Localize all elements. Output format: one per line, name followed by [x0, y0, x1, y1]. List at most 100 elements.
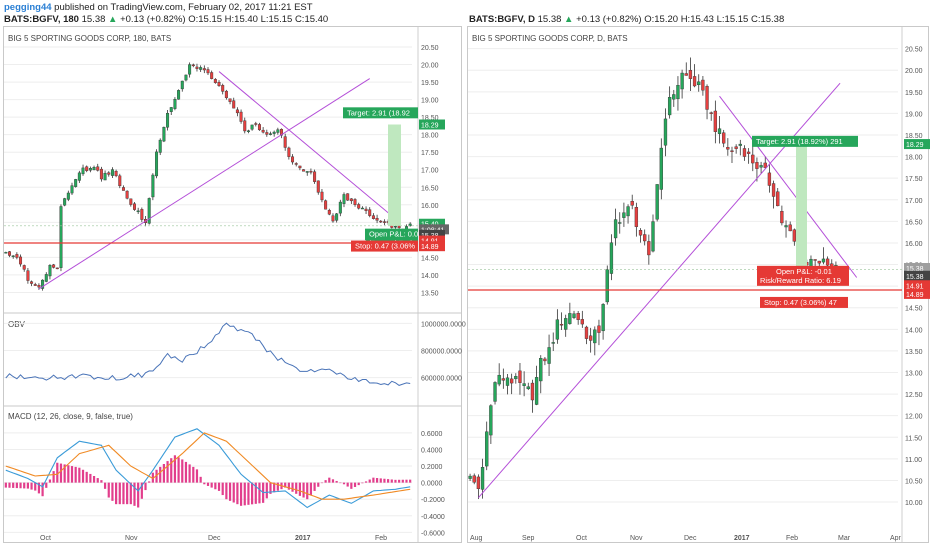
right-candle-19 — [547, 347, 551, 364]
right-candle-67 — [746, 151, 751, 154]
macd-hist-bar-32 — [122, 482, 125, 505]
right-candle-45 — [655, 184, 659, 220]
right-open: O:15.20 — [644, 14, 679, 25]
macd-hist-bar-47 — [177, 457, 180, 483]
left-candle-7 — [30, 281, 34, 284]
left-candle-12 — [48, 265, 52, 277]
author-name[interactable]: pegging44 — [4, 2, 52, 13]
macd-hist-bar-0 — [4, 482, 7, 488]
right-candle-1 — [472, 475, 476, 483]
macd-hist-bar-37 — [140, 482, 143, 499]
left-open: O:15.15 — [188, 14, 223, 25]
left-candle-70 — [261, 129, 265, 133]
macd-hist-bar-106 — [394, 479, 397, 483]
right-price-ytick-14: 13.50 — [905, 349, 923, 356]
right-candle-68 — [751, 154, 755, 164]
right-price-ytick-16: 12.50 — [905, 392, 923, 399]
macd-hist-bar-108 — [401, 479, 404, 483]
left-candle-9 — [37, 285, 41, 288]
macd-signal-line — [5, 432, 411, 500]
left-candle-62 — [232, 100, 236, 109]
right-candle-66 — [742, 148, 747, 157]
right-candle-9 — [505, 377, 510, 386]
right-price-ytick-2: 19.50 — [905, 90, 923, 97]
left-candle-72 — [269, 133, 272, 135]
right-price-ytick-8: 16.50 — [905, 219, 923, 226]
right-candle-42 — [643, 234, 647, 242]
macd-hist-bar-5 — [23, 482, 26, 489]
obv-line — [5, 322, 411, 386]
macd-hist-bar-80 — [298, 482, 301, 496]
left-candle-30 — [114, 171, 118, 177]
macd-hist-bar-3 — [15, 482, 18, 489]
left-candle-88 — [327, 209, 331, 215]
right-candle-32 — [601, 304, 605, 332]
macd-hist-bar-92 — [342, 482, 346, 485]
left-candle-94 — [349, 198, 353, 202]
macd-hist-bar-72 — [269, 482, 272, 494]
left-candle-22 — [85, 166, 89, 171]
macd-hist-bar-21 — [81, 469, 85, 483]
left-candle-103 — [382, 221, 386, 223]
right-candle-69 — [755, 162, 759, 169]
left-candle-96 — [357, 204, 361, 209]
left-candle-20 — [77, 172, 81, 181]
left-target-label: Target: 2.91 (18.92 — [347, 108, 410, 117]
obv-ytick-2: 600000.0000 — [421, 376, 462, 383]
macd-hist-bar-38 — [144, 482, 147, 491]
left-candle-63 — [235, 109, 239, 114]
left-candle-47 — [177, 90, 181, 100]
right-candle-0 — [468, 475, 472, 479]
right-candle-36 — [618, 222, 622, 224]
published-text: published on TradingView.com, February 0… — [54, 2, 313, 13]
left-candle-81 — [302, 169, 306, 172]
right-xtick-3: Nov — [630, 535, 643, 542]
macd-hist-bar-30 — [115, 482, 118, 505]
macd-hist-bar-26 — [100, 480, 103, 483]
right-price-ytick-20: 10.50 — [905, 478, 923, 485]
left-candle-91 — [338, 201, 342, 214]
left-candle-68 — [254, 123, 258, 125]
left-candle-0 — [4, 252, 8, 254]
macd-hist-bar-42 — [159, 466, 162, 483]
macd-hist-bar-57 — [214, 482, 217, 490]
left-xtick-0: Oct — [40, 535, 51, 542]
right-xtick-2: Oct — [576, 535, 587, 542]
left-candle-35 — [132, 203, 136, 210]
macd-hist-bar-58 — [217, 482, 221, 491]
right-high: H:15.43 — [680, 14, 714, 25]
macd-hist-bar-11 — [45, 482, 48, 488]
macd-ytick-6: -0.6000 — [421, 530, 445, 537]
left-candle-33 — [125, 190, 129, 199]
left-timer-tag — [419, 224, 449, 235]
right-candle-47 — [663, 118, 668, 146]
right-p2-tag-text: 15.38 — [906, 274, 924, 281]
right-candle-78 — [792, 229, 797, 242]
right-price-ytick-0: 20.50 — [905, 47, 923, 54]
left-candle-13 — [52, 264, 56, 268]
macd-hist-bar-97 — [361, 482, 364, 484]
macd-hist-bar-64 — [239, 482, 243, 506]
right-candle-21 — [555, 319, 560, 340]
left-target-tag — [419, 119, 445, 130]
left-candle-100 — [371, 215, 375, 219]
right-candle-61 — [722, 132, 726, 144]
right-stop2-tag — [904, 288, 930, 299]
left-price-ytick-1: 20.00 — [421, 63, 439, 70]
left-candle-101 — [375, 217, 379, 221]
macd-hist-bar-96 — [357, 482, 360, 486]
left-candle-107 — [397, 225, 401, 229]
right-candle-84 — [817, 260, 821, 264]
left-xtick-3: 2017 — [295, 535, 311, 542]
left-candle-93 — [346, 193, 350, 201]
right-price-ytick-18: 11.50 — [905, 435, 922, 442]
left-candle-90 — [335, 213, 339, 221]
macd-hist-bar-94 — [350, 482, 353, 489]
right-candle-12 — [518, 370, 522, 383]
macd-hist-bar-2 — [12, 482, 15, 488]
right-candle-59 — [713, 110, 718, 132]
left-candle-61 — [228, 98, 232, 102]
macd-hist-bar-18 — [70, 466, 74, 483]
left-candle-36 — [136, 210, 140, 213]
